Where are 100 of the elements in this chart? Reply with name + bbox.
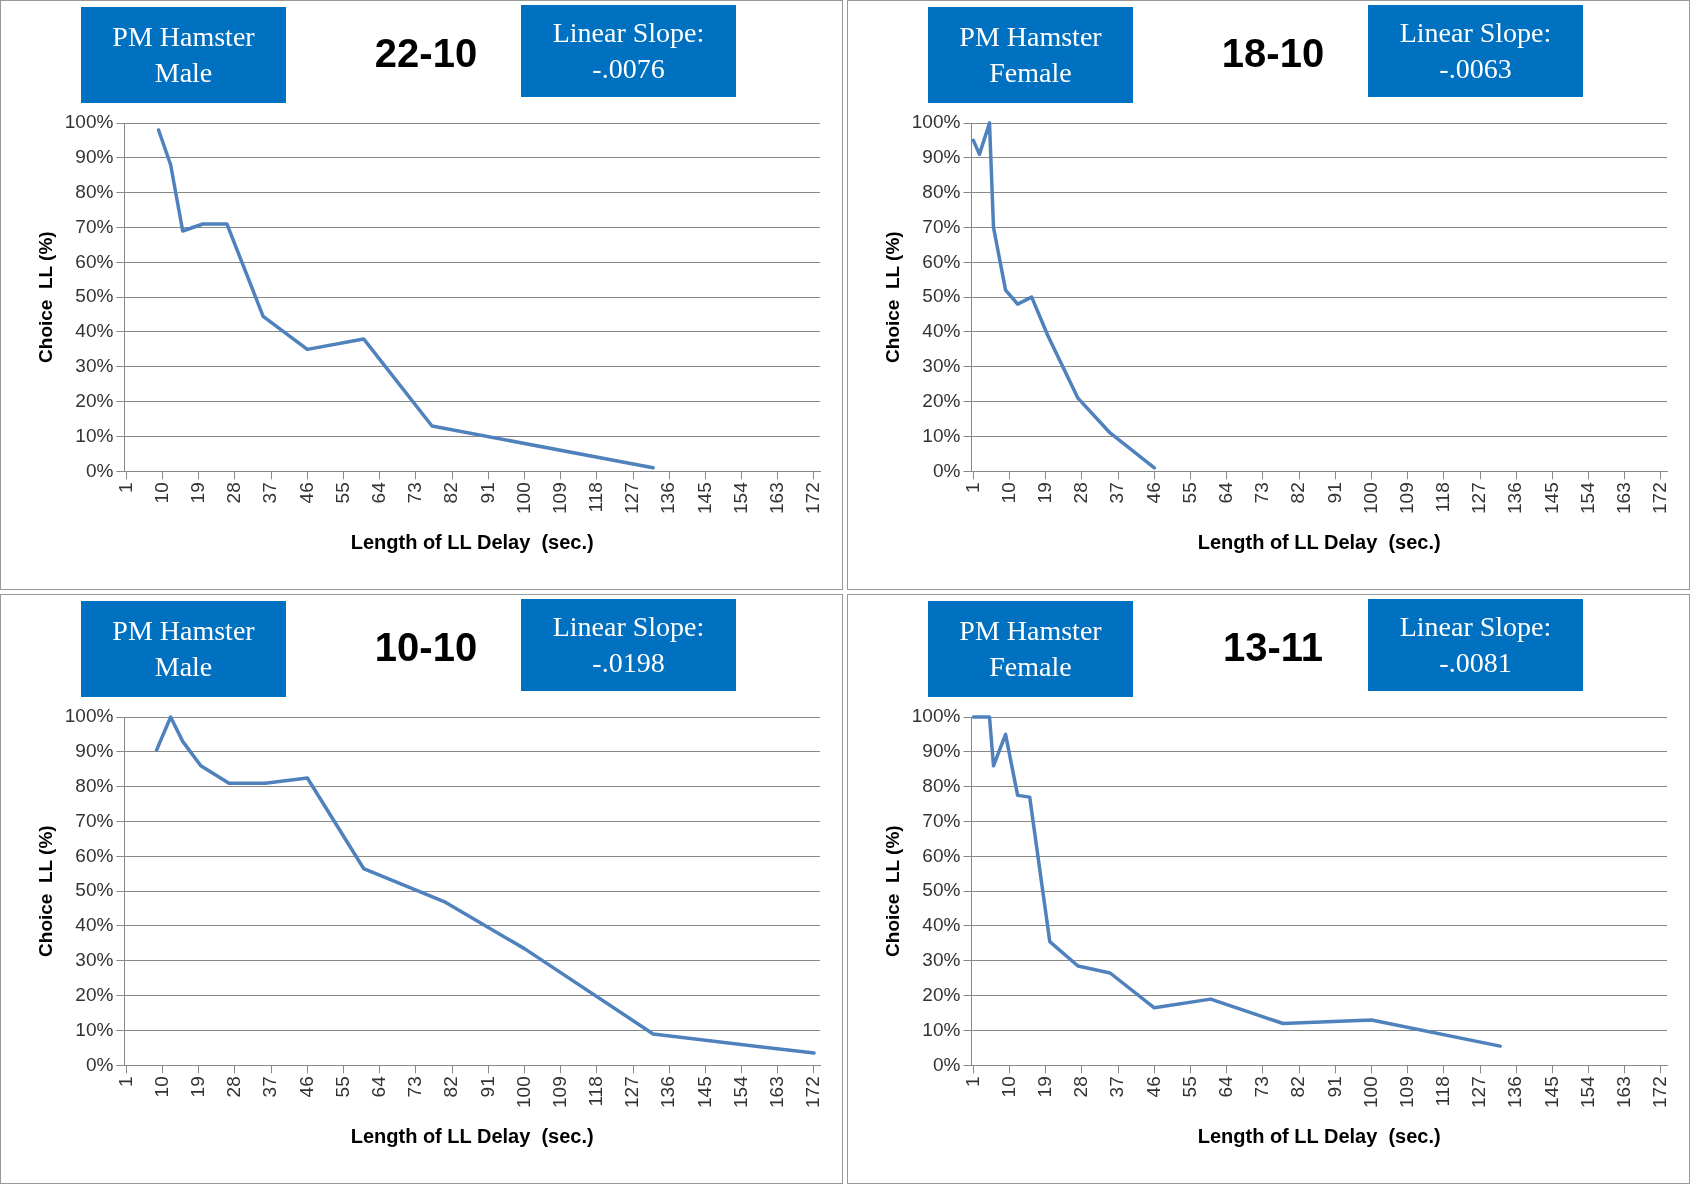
text: PM Hamster Male (81, 7, 286, 103)
y-tick-label: 80% (75, 180, 114, 202)
x-tick-label: 64 (1214, 1075, 1236, 1098)
y-tick-label: 40% (75, 914, 114, 936)
y-tick-label: 40% (75, 320, 114, 342)
y-tick-label: 10% (75, 424, 114, 446)
x-tick-label: 28 (1070, 1076, 1092, 1098)
x-tick-label: 136 (657, 1076, 679, 1108)
x-tick-label: 100 (512, 1076, 534, 1108)
x-tick-label: 82 (1287, 1076, 1309, 1098)
x-tick-label: 55 (1178, 482, 1200, 504)
x-tick-label: 163 (1613, 482, 1635, 514)
x-tick-label: 154 (729, 1075, 751, 1108)
x-tick-label: 127 (1468, 1076, 1490, 1108)
x-tick-label: 10 (997, 482, 1019, 504)
x-tick-label: 172 (1649, 482, 1671, 514)
y-tick-label: 0% (932, 1053, 961, 1075)
x-tick-label: 172 (802, 1076, 824, 1108)
x-tick-label: 136 (1504, 1076, 1526, 1108)
y-tick-label: 50% (922, 879, 961, 901)
x-tick-label: 28 (1070, 482, 1092, 504)
y-tick-label: 80% (922, 774, 961, 796)
x-tick-label: 64 (367, 481, 389, 504)
x-tick-label: 145 (693, 1076, 715, 1108)
y-tick-label: 30% (922, 949, 961, 971)
x-tick-label: 91 (476, 1076, 498, 1098)
x-tick-label: 82 (1287, 482, 1309, 504)
y-tick-label: 90% (922, 146, 961, 168)
x-tick-label: 127 (1468, 482, 1490, 514)
y-tick-label: 0% (85, 459, 114, 481)
x-tick-label: 46 (1142, 1076, 1164, 1098)
x-axis-title: Length of LL Delay (sec.) (350, 1124, 594, 1147)
x-tick-label: 91 (1323, 1076, 1345, 1098)
x-tick-label: 91 (476, 482, 498, 504)
y-tick-label: 20% (922, 389, 961, 411)
x-tick-label: 163 (766, 482, 788, 514)
y-tick-label: 30% (75, 355, 114, 377)
y-tick-label: 60% (75, 250, 114, 272)
x-tick-label: 46 (295, 482, 317, 504)
x-tick-label: 10 (150, 1076, 172, 1098)
x-tick-label: 64 (367, 1075, 389, 1098)
y-tick-label: 60% (922, 844, 961, 866)
x-tick-label: 37 (1106, 1076, 1128, 1098)
x-tick-label: 136 (1504, 482, 1526, 514)
x-tick-label: 82 (440, 1076, 462, 1098)
x-tick-label: 1 (114, 482, 136, 493)
y-tick-label: 30% (922, 355, 961, 377)
y-tick-label: 0% (932, 459, 961, 481)
x-axis-title: Length of LL Delay (sec.) (1197, 1124, 1441, 1147)
y-axis-title: Choice LL (%) (34, 825, 56, 957)
x-tick-label: 10 (997, 1076, 1019, 1098)
y-axis-title: Choice LL (%) (34, 231, 56, 363)
x-tick-label: 55 (331, 482, 353, 504)
x-tick-label: 145 (1540, 1076, 1562, 1108)
y-tick-label: 50% (75, 285, 114, 307)
y-axis-title: Choice LL (%) (881, 231, 903, 363)
x-tick-label: 73 (404, 1076, 426, 1098)
y-tick-label: 0% (85, 1053, 114, 1075)
x-tick-label: 163 (1613, 1076, 1635, 1108)
x-tick-label: 154 (729, 481, 751, 514)
y-tick-label: 80% (75, 774, 114, 796)
x-tick-label: 109 (548, 1076, 570, 1108)
y-tick-label: 20% (75, 983, 114, 1005)
x-tick-label: 109 (1395, 482, 1417, 514)
x-tick-label: 28 (223, 482, 245, 504)
y-tick-label: 60% (922, 250, 961, 272)
y-tick-label: 100% (64, 705, 114, 727)
x-tick-label: 73 (1251, 1076, 1273, 1098)
x-tick-label: 64 (1214, 481, 1236, 504)
y-tick-label: 50% (922, 285, 961, 307)
x-tick-label: 73 (1251, 482, 1273, 504)
text: PM Hamster Female (928, 7, 1133, 103)
x-tick-label: 10 (150, 482, 172, 504)
x-tick-label: 55 (331, 1076, 353, 1098)
y-tick-label: 90% (75, 740, 114, 762)
y-tick-label: 40% (922, 914, 961, 936)
text: Linear Slope: -.0076 (521, 5, 736, 97)
y-axis-title: Choice LL (%) (881, 825, 903, 957)
y-tick-label: 90% (75, 146, 114, 168)
x-axis-title: Length of LL Delay (sec.) (350, 530, 594, 553)
x-tick-label: 46 (1142, 482, 1164, 504)
x-tick-label: 73 (404, 482, 426, 504)
y-tick-label: 80% (922, 180, 961, 202)
y-tick-label: 10% (922, 1018, 961, 1040)
x-tick-label: 19 (187, 482, 209, 504)
x-tick-label: 163 (766, 1076, 788, 1108)
x-tick-label: 118 (585, 482, 607, 513)
y-tick-label: 70% (922, 809, 961, 831)
x-tick-label: 118 (1432, 482, 1454, 513)
text: PM Hamster Male (81, 601, 286, 697)
x-tick-label: 37 (1106, 482, 1128, 504)
y-tick-label: 100% (64, 111, 114, 133)
x-tick-label: 136 (657, 482, 679, 514)
x-tick-label: 1 (961, 482, 983, 493)
x-tick-label: 145 (693, 482, 715, 514)
y-tick-label: 90% (922, 740, 961, 762)
x-tick-label: 46 (295, 1076, 317, 1098)
y-tick-label: 10% (922, 424, 961, 446)
y-tick-label: 10% (75, 1018, 114, 1040)
y-tick-label: 20% (922, 983, 961, 1005)
